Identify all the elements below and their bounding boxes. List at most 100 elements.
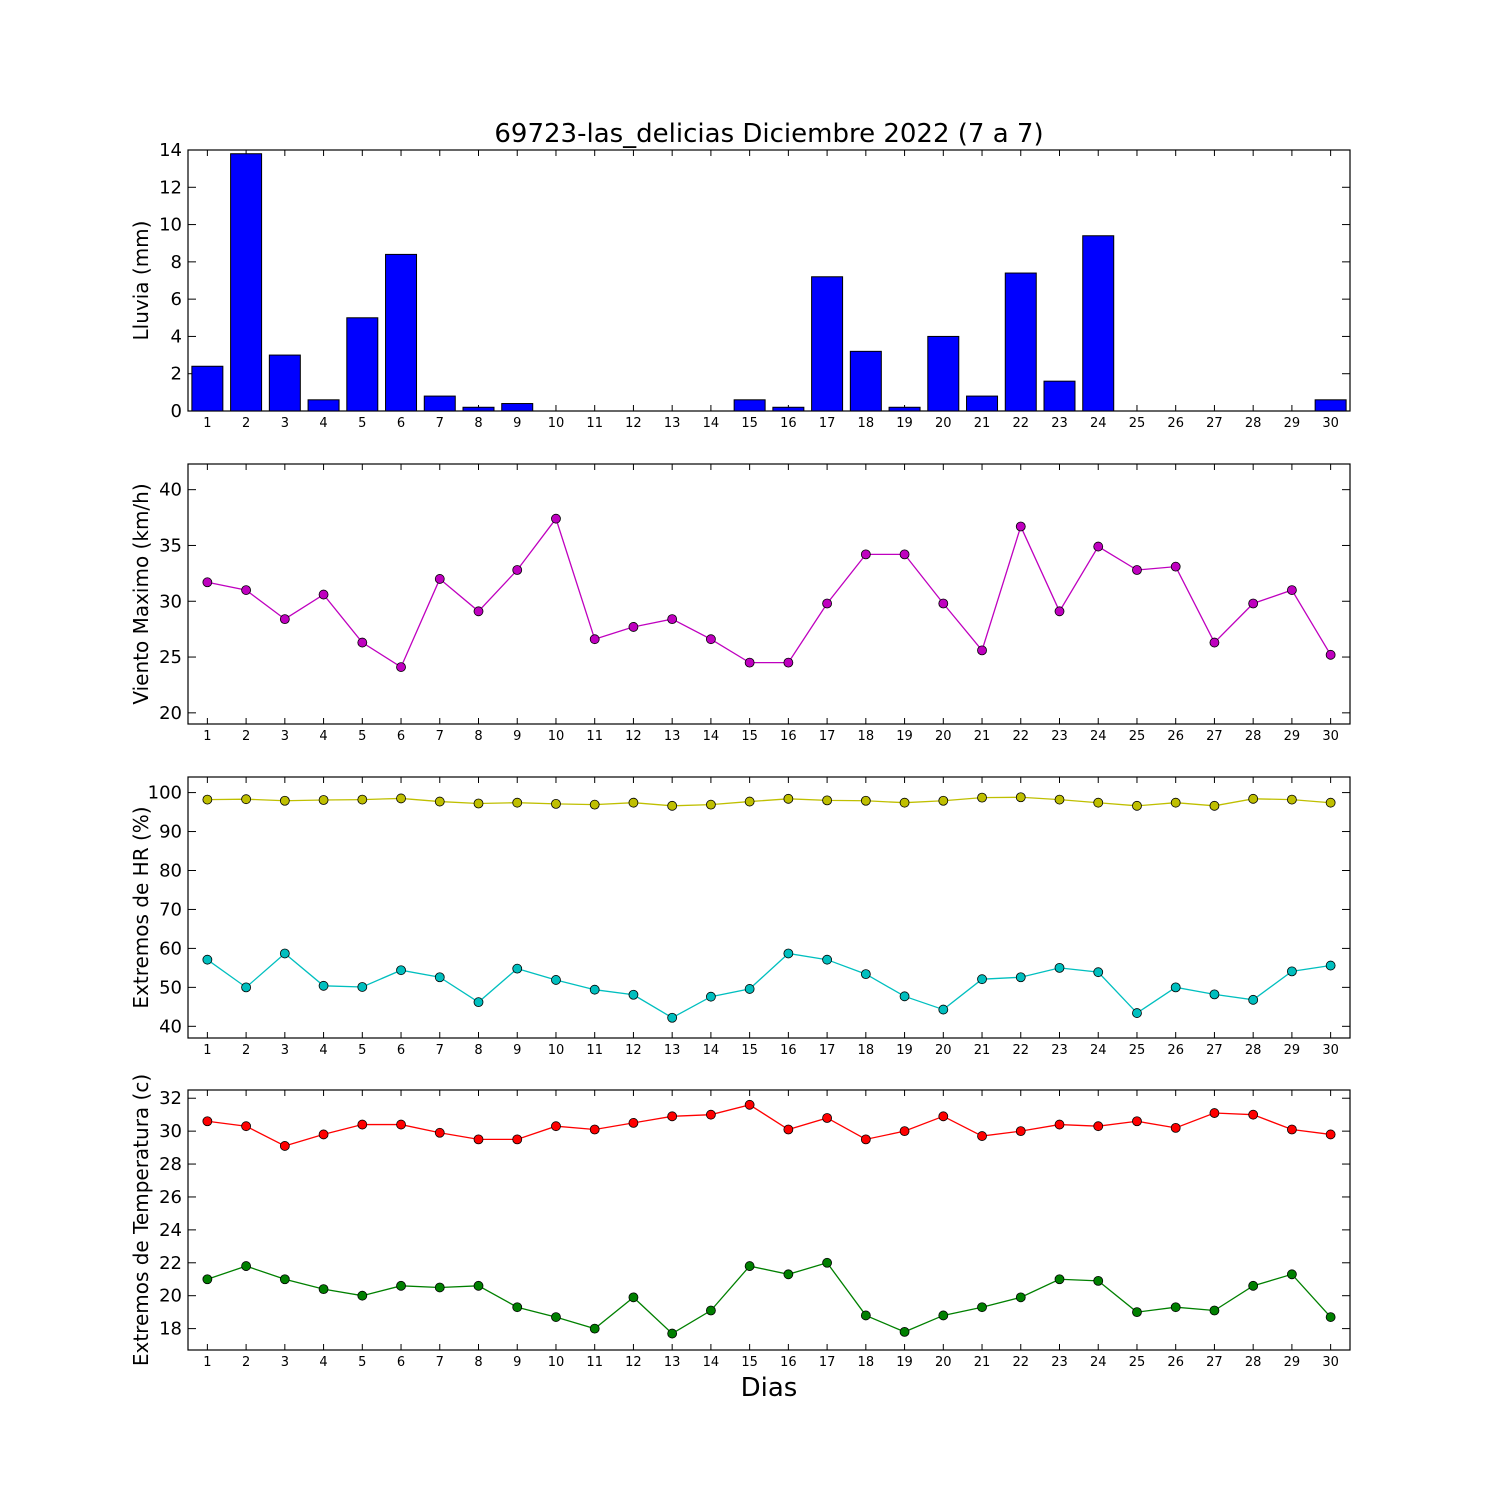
- x-tick-label: 24: [1090, 729, 1107, 744]
- data-point: [551, 1312, 561, 1322]
- x-tick-label: 25: [1129, 416, 1146, 431]
- x-tick-label: 8: [474, 1355, 482, 1370]
- data-point: [1209, 800, 1220, 811]
- x-tick-label: 30: [1322, 416, 1339, 431]
- x-tick-label: 27: [1206, 729, 1223, 744]
- data-point: [783, 657, 794, 668]
- x-tick-label: 15: [741, 416, 758, 431]
- y-tick-label: 30: [159, 1121, 182, 1142]
- chart-title: 69723-las_delicias Diciembre 2022 (7 a 7…: [494, 119, 1043, 149]
- plot-frame: [187, 1089, 1351, 1351]
- y-axis-label: Lluvia (mm): [129, 221, 153, 341]
- x-tick-label: 19: [896, 1043, 913, 1058]
- y-tick-label: 28: [159, 1154, 182, 1175]
- data-point: [279, 1141, 290, 1151]
- x-tick-label: 16: [780, 1355, 797, 1370]
- data-point: [1093, 1275, 1104, 1286]
- x-tick-label: 17: [819, 416, 836, 431]
- data-point: [1054, 606, 1065, 617]
- data-point: [279, 795, 290, 806]
- x-tick-label: 28: [1245, 1355, 1262, 1370]
- x-tick-label: 10: [548, 1043, 565, 1058]
- x-tick-label: 1: [203, 729, 211, 744]
- x-tick-label: 18: [858, 1043, 875, 1058]
- data-point: [279, 614, 290, 625]
- data-point: [318, 589, 329, 600]
- data-point: [1287, 794, 1297, 805]
- x-tick-label: 17: [819, 1043, 836, 1058]
- y-tick-label: 30: [159, 591, 182, 612]
- data-point: [744, 1261, 755, 1271]
- data-point: [860, 549, 871, 560]
- x-tick-label: 21: [974, 1355, 991, 1370]
- data-point: [357, 637, 368, 648]
- data-point: [1248, 1109, 1259, 1120]
- x-tick-label: 4: [319, 1355, 327, 1370]
- y-axis-label: Viento Maximo (km/h): [129, 483, 153, 704]
- x-tick-label: 10: [548, 729, 565, 744]
- x-tick-label: 20: [935, 1043, 952, 1058]
- data-point: [783, 948, 794, 959]
- x-tick-label: 7: [436, 416, 444, 431]
- data-point: [396, 793, 406, 804]
- rain-bar: [230, 153, 263, 412]
- rain-bar: [849, 350, 882, 412]
- x-tick-label: 15: [741, 1355, 758, 1370]
- data-point: [589, 1323, 600, 1334]
- data-point: [628, 1292, 639, 1303]
- data-point: [434, 574, 445, 584]
- data-point: [434, 796, 445, 807]
- data-point: [938, 1310, 949, 1321]
- x-tick-label: 25: [1129, 1355, 1146, 1370]
- data-point: [783, 793, 794, 804]
- data-point: [551, 1121, 561, 1132]
- x-tick-label: 9: [513, 1355, 521, 1370]
- x-tick-label: 29: [1284, 729, 1301, 744]
- data-point: [860, 1134, 871, 1145]
- x-tick-label: 10: [548, 416, 565, 431]
- y-tick-label: 40: [159, 480, 182, 501]
- series-line: [207, 1104, 1331, 1147]
- data-point: [1170, 1302, 1181, 1313]
- data-point: [1054, 962, 1065, 973]
- x-tick-label: 5: [358, 1355, 366, 1370]
- x-tick-label: 3: [281, 1355, 289, 1370]
- x-tick-label: 21: [974, 416, 991, 431]
- data-point: [396, 1280, 406, 1291]
- y-tick-label: 100: [148, 783, 182, 804]
- data-point: [589, 634, 600, 645]
- y-tick-label: 50: [159, 977, 182, 998]
- data-point: [628, 1118, 639, 1128]
- data-point: [706, 1305, 716, 1316]
- data-point: [551, 798, 561, 809]
- data-point: [977, 645, 987, 656]
- data-point: [1093, 967, 1104, 978]
- y-axis-label: Extremos de HR (%): [129, 806, 153, 1008]
- data-point: [202, 954, 213, 965]
- rain-bar: [1314, 399, 1347, 412]
- series-line: [207, 796, 1331, 807]
- x-tick-label: 9: [513, 729, 521, 744]
- data-point: [822, 1257, 832, 1268]
- x-tick-label: 13: [664, 1355, 681, 1370]
- x-tick-label: 21: [974, 729, 991, 744]
- data-point: [318, 1129, 329, 1140]
- data-point: [1015, 792, 1026, 803]
- rain-bar: [423, 395, 456, 412]
- y-tick-label: 90: [159, 822, 182, 843]
- x-tick-label: 22: [1012, 416, 1029, 431]
- rain-bar: [307, 399, 340, 412]
- data-point: [706, 799, 716, 810]
- rain-bar: [191, 365, 224, 412]
- data-point: [512, 797, 523, 808]
- x-tick-label: 20: [935, 1355, 952, 1370]
- y-tick-label: 32: [159, 1088, 182, 1109]
- x-tick-label: 12: [625, 1043, 642, 1058]
- x-tick-label: 22: [1012, 729, 1029, 744]
- x-tick-label: 19: [896, 416, 913, 431]
- x-tick-label: 9: [513, 1043, 521, 1058]
- data-point: [744, 984, 755, 994]
- x-tick-label: 18: [858, 1355, 875, 1370]
